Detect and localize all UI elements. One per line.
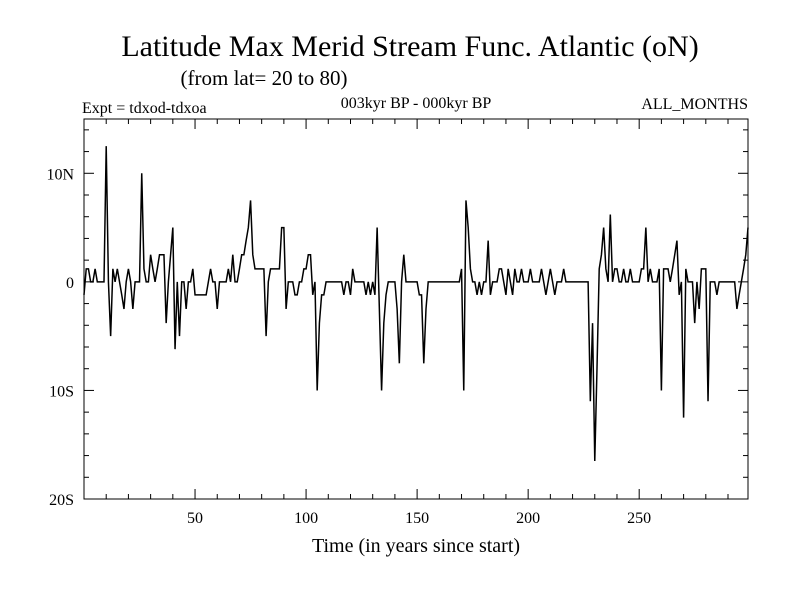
x-tick-label: 50: [187, 510, 203, 527]
y-tick-label: 10N: [46, 166, 74, 183]
plot-frame: [83, 118, 749, 500]
x-tick-label: 150: [405, 510, 429, 527]
period-label: 003kyr BP - 000kyr BP: [341, 95, 492, 112]
x-tick-label: 250: [627, 510, 651, 527]
x-tick-label: 100: [294, 510, 318, 527]
experiment-label: Expt = tdxod-tdxoa: [82, 100, 207, 117]
minor-ticks: [84, 119, 748, 499]
y-tick-label: 0: [66, 275, 74, 292]
chart-subtitle: (from lat= 20 to 80): [181, 66, 348, 90]
series-line: [83, 146, 749, 462]
y-tick-label: 10S: [49, 383, 74, 400]
major-ticks: [84, 119, 748, 500]
chart-title: Latitude Max Merid Stream Func. Atlantic…: [121, 30, 698, 63]
x-axis-label: Time (in years since start): [312, 535, 520, 557]
x-tick-labels: 50 100 150 200 250: [187, 510, 651, 527]
y-tick-label: 20S: [49, 492, 74, 509]
x-tick-label: 200: [516, 510, 540, 527]
months-label: ALL_MONTHS: [641, 96, 748, 113]
y-tick-labels: 10N 0 10S 20S: [46, 166, 74, 509]
